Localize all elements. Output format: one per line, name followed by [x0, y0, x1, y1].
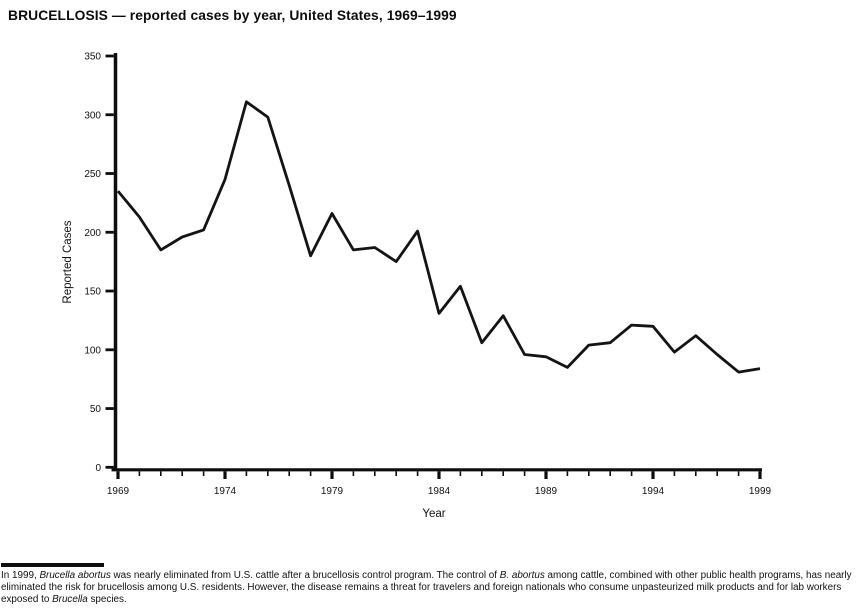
x-tick-label: 1979 [321, 486, 344, 497]
x-tick-label: 1994 [642, 486, 665, 497]
line-chart: 0 50 100 150 200 250 300 350 1969 1974 1979 1984 198… [62, 52, 772, 521]
x-tick-label: 1969 [107, 486, 130, 497]
footnote-rule [1, 563, 104, 567]
y-tick-label: 100 [84, 345, 101, 356]
footnote-text: In 1999, Brucella abortus was nearly eli… [1, 570, 863, 607]
y-tick-label: 350 [84, 52, 101, 63]
x-tick-label: 1974 [214, 486, 237, 497]
footnote-italic-term: Brucella abortus [39, 569, 111, 581]
x-tick-label: 1984 [428, 486, 451, 497]
footnote-segment: was nearly eliminated from U.S. cattle a… [110, 569, 500, 581]
footnote-segment: species. [87, 594, 127, 606]
y-tick-label: 250 [84, 169, 101, 180]
footnote-italic-term: Brucella [52, 594, 88, 606]
footnote-italic-term: B. abortus [499, 569, 545, 581]
y-tick-label: 150 [84, 287, 101, 298]
data-series-line [116, 100, 761, 374]
chart-canvas: 0 50 100 150 200 250 300 350 1969 1974 1979 1984 198… [62, 52, 772, 521]
y-tick-label: 200 [84, 228, 101, 239]
x-tick-label: 1989 [535, 486, 558, 497]
page-title: BRUCELLOSIS — reported cases by year, Un… [8, 8, 457, 23]
footnote-segment: In 1999, [1, 569, 40, 581]
footnote-segment: among cattle, combined with other public… [1, 569, 852, 606]
footnote: In 1999, Brucella abortus was nearly eli… [1, 561, 863, 607]
y-tick-label: 300 [84, 110, 101, 121]
x-tick-label: 1999 [749, 486, 772, 497]
x-axis-title: Year [422, 508, 445, 520]
y-tick-label: 0 [95, 463, 101, 474]
y-axis-title: Reported Cases [62, 220, 74, 303]
y-tick-label: 50 [90, 404, 102, 415]
